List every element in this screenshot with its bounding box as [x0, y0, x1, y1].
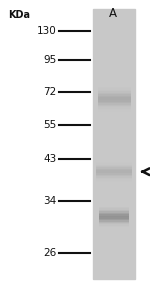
Bar: [98, 97, 130, 99]
Bar: [99, 221, 129, 223]
Bar: [98, 91, 130, 93]
Bar: [96, 173, 132, 175]
Bar: [96, 179, 132, 181]
Bar: [96, 172, 132, 173]
Bar: [98, 109, 130, 110]
Bar: [99, 224, 129, 226]
Text: 43: 43: [43, 154, 56, 164]
Bar: [99, 214, 129, 216]
Bar: [99, 219, 129, 220]
Bar: [99, 210, 129, 211]
Bar: [96, 176, 132, 178]
Bar: [96, 170, 132, 172]
Bar: [99, 216, 129, 217]
Bar: [98, 96, 130, 97]
Bar: [99, 207, 129, 208]
Bar: [96, 175, 132, 176]
Bar: [98, 90, 130, 91]
Bar: [96, 162, 132, 163]
Text: 34: 34: [43, 196, 56, 206]
Text: 72: 72: [43, 87, 56, 97]
Bar: [98, 102, 130, 103]
Bar: [98, 100, 130, 102]
Bar: [96, 169, 132, 170]
Bar: [98, 106, 130, 107]
Bar: [99, 223, 129, 224]
Bar: [99, 217, 129, 219]
Bar: [98, 104, 130, 106]
Text: KDa: KDa: [9, 10, 30, 20]
Text: 26: 26: [43, 248, 56, 258]
Bar: [99, 220, 129, 221]
Bar: [96, 178, 132, 179]
Bar: [96, 167, 132, 169]
Text: 95: 95: [43, 55, 56, 65]
Bar: [99, 213, 129, 214]
Bar: [98, 99, 130, 100]
Bar: [96, 164, 132, 166]
Bar: [98, 93, 130, 94]
Bar: [99, 211, 129, 213]
Bar: [99, 208, 129, 210]
Bar: [98, 103, 130, 104]
Bar: [98, 110, 130, 112]
Bar: [98, 87, 130, 88]
Bar: [98, 88, 130, 90]
Text: 130: 130: [36, 26, 56, 36]
Text: 55: 55: [43, 120, 56, 130]
Bar: [98, 107, 130, 109]
Bar: [93, 9, 135, 279]
Bar: [96, 181, 132, 182]
Bar: [99, 226, 129, 227]
Text: A: A: [109, 7, 117, 20]
Bar: [96, 166, 132, 167]
Bar: [98, 94, 130, 96]
Bar: [96, 163, 132, 164]
